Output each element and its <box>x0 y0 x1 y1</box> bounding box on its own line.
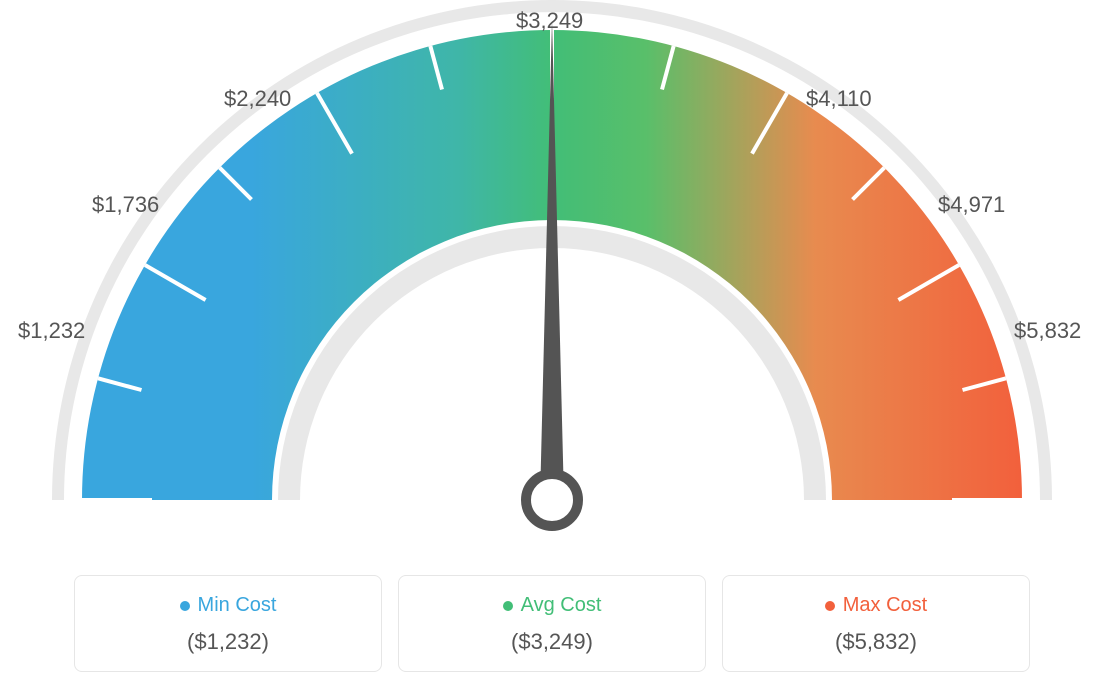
legend-row: Min Cost ($1,232) Avg Cost ($3,249) Max … <box>0 575 1104 672</box>
gauge-area: $1,232 $1,736 $2,240 $3,249 $4,110 $4,971 $5,8… <box>0 0 1104 540</box>
legend-label-min: Min Cost <box>75 594 381 617</box>
gauge-tick-label: $1,232 <box>18 318 85 344</box>
gauge-svg <box>0 0 1104 540</box>
legend-max-text: Max Cost <box>843 594 927 617</box>
legend-label-max: Max Cost <box>723 594 1029 617</box>
legend-card-max: Max Cost ($5,832) <box>722 575 1030 672</box>
legend-card-avg: Avg Cost ($3,249) <box>398 575 706 672</box>
gauge-chart-container: $1,232 $1,736 $2,240 $3,249 $4,110 $4,971 $5,8… <box>0 0 1104 690</box>
dot-icon <box>180 601 190 611</box>
gauge-tick-label: $5,832 <box>1014 318 1081 344</box>
legend-avg-text: Avg Cost <box>521 594 602 617</box>
legend-label-avg: Avg Cost <box>399 594 705 617</box>
legend-card-min: Min Cost ($1,232) <box>74 575 382 672</box>
gauge-tick-label: $3,249 <box>516 8 583 34</box>
legend-min-text: Min Cost <box>198 594 277 617</box>
legend-avg-value: ($3,249) <box>399 629 705 655</box>
gauge-tick-label: $2,240 <box>224 86 291 112</box>
dot-icon <box>825 601 835 611</box>
gauge-tick-label: $1,736 <box>92 192 159 218</box>
gauge-tick-label: $4,971 <box>938 192 1005 218</box>
dot-icon <box>503 601 513 611</box>
legend-min-value: ($1,232) <box>75 629 381 655</box>
gauge-tick-label: $4,110 <box>806 86 872 112</box>
legend-max-value: ($5,832) <box>723 629 1029 655</box>
